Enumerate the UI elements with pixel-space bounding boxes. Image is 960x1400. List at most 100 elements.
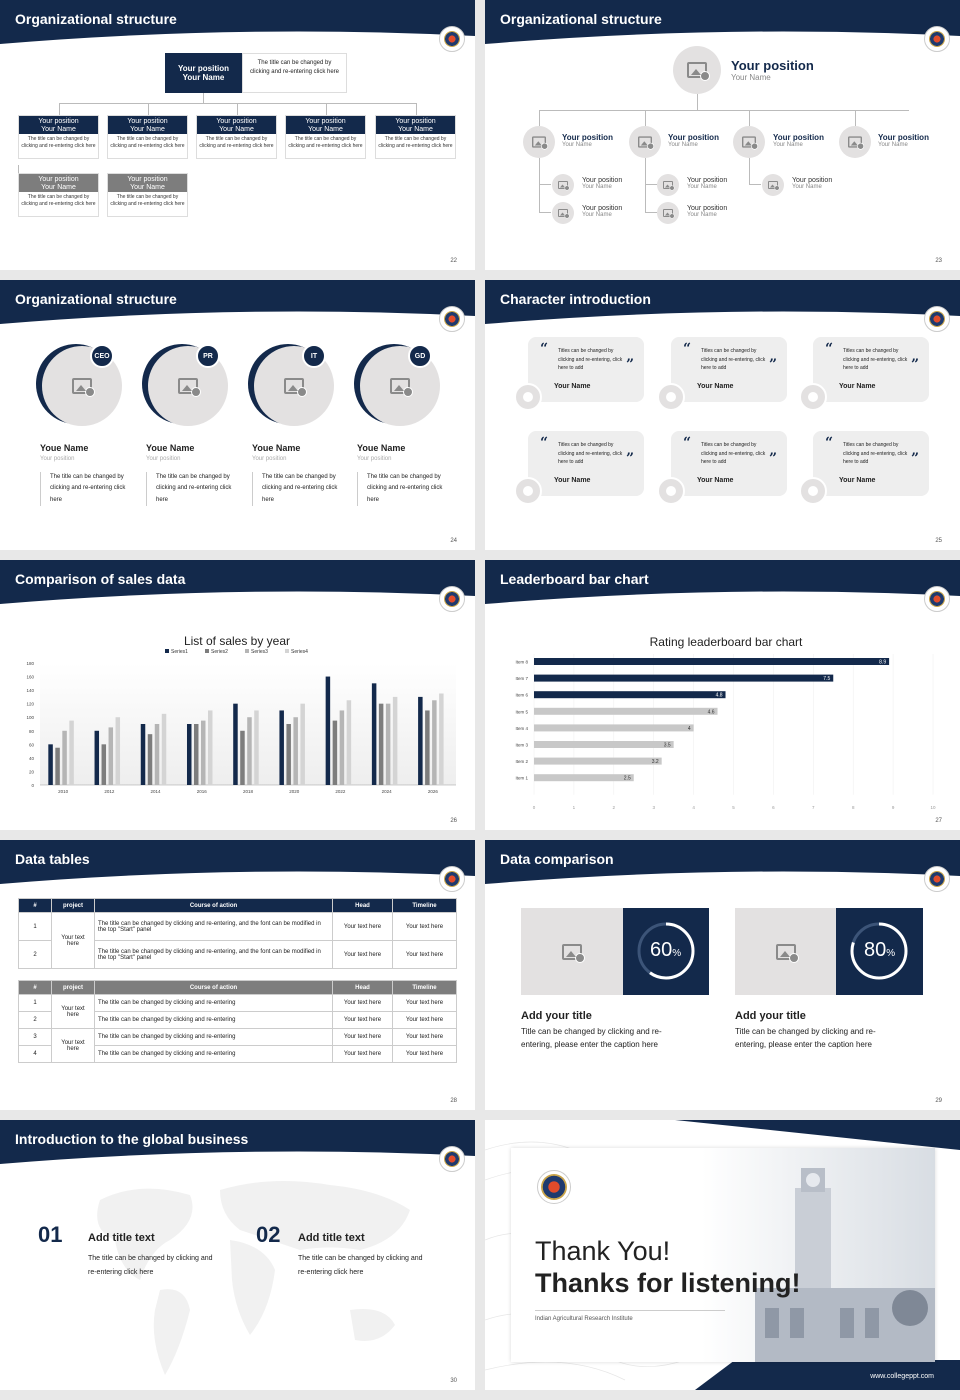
photo-placeholder[interactable] — [552, 174, 574, 196]
y-tick-label: Item 7 — [515, 676, 528, 681]
avatar — [514, 477, 542, 505]
org-box[interactable]: Your position Your Name The title can be c… — [285, 115, 366, 159]
slide-title: Organizational structure — [15, 11, 177, 27]
top-position: Your position Your Name — [731, 58, 814, 82]
bar — [534, 691, 726, 699]
header-band — [485, 840, 960, 884]
quote-close-icon: ” — [769, 451, 778, 467]
bar — [534, 674, 834, 682]
institute-logo — [537, 1170, 571, 1204]
x-tick-label: 1 — [573, 805, 576, 810]
legend-swatch — [165, 649, 169, 653]
legend-swatch — [285, 649, 289, 653]
avatar — [799, 477, 827, 505]
slide-thank-you[interactable]: Thank You! Thanks for listening! Indian … — [485, 1120, 960, 1390]
quote-close-icon: ” — [626, 451, 635, 467]
x-tick-label: 0 — [533, 805, 536, 810]
quote-card[interactable]: “ Titles can be changed by clicking and … — [671, 431, 787, 496]
photo-placeholder[interactable] — [657, 174, 679, 196]
header-band — [485, 280, 960, 324]
slide-leaderboard[interactable]: Leaderboard bar chart Rating leaderboard… — [485, 560, 960, 830]
top-photo-placeholder[interactable] — [673, 46, 721, 94]
person-name: Youe Name — [40, 443, 89, 453]
institute-logo — [924, 26, 950, 52]
org-box[interactable]: Your position Your Name The title can be c… — [107, 173, 188, 217]
image-icon — [562, 943, 585, 963]
org-box[interactable]: Your position Your Name The title can be c… — [107, 115, 188, 159]
bar — [300, 703, 305, 785]
quote-card[interactable]: “ Titles can be changed by clicking and … — [813, 337, 929, 402]
legend-label: Series4 — [291, 649, 308, 655]
slide-sales-comparison[interactable]: Comparison of sales data List of sales b… — [0, 560, 475, 830]
quote-card[interactable]: “ Titles can be changed by clicking and … — [528, 337, 644, 402]
slide-data-comparison[interactable]: Data comparison 60% Add your title Title… — [485, 840, 960, 1110]
image-placeholder[interactable] — [521, 908, 623, 995]
header-band — [485, 0, 960, 44]
bar — [392, 696, 398, 785]
person-name: Your Name — [554, 477, 591, 484]
top-description: The title can be changed by clicking and… — [242, 53, 347, 93]
data-label: 3.2 — [652, 759, 659, 765]
data-label: 4.8 — [716, 693, 723, 699]
person-position: Your position — [40, 456, 75, 462]
quote-card[interactable]: “ Titles can be changed by clicking and … — [671, 337, 787, 402]
bar — [147, 734, 153, 785]
slide-org-structure-1[interactable]: Organizational structure Your position Yo… — [0, 0, 475, 270]
data-label: 2.5 — [624, 776, 631, 782]
quote-card[interactable]: “ Titles can be changed by clicking and … — [528, 431, 644, 496]
photo-placeholder[interactable] — [762, 174, 784, 196]
bar — [62, 730, 67, 785]
quote-open-icon: “ — [683, 435, 692, 451]
photo-placeholder[interactable] — [733, 126, 765, 158]
image-placeholder[interactable] — [735, 908, 837, 995]
quote-card[interactable]: “ Titles can be changed by clicking and … — [813, 431, 929, 496]
slide-org-structure-3[interactable]: Organizational structure CEO Youe Name Y… — [0, 280, 475, 550]
bar — [161, 713, 167, 785]
legend-label: Series2 — [211, 649, 228, 655]
website-url[interactable]: www.collegeppt.com — [870, 1373, 934, 1380]
top-position-box[interactable]: Your position Your Name — [165, 53, 242, 93]
leaderboard-bar-chart: Rating leaderboard bar chart 0 1 2 3 4 5 6 7 8 9 10… — [515, 635, 936, 810]
person-desc: The title can be changed by clicking and… — [146, 472, 236, 507]
bar — [200, 720, 206, 785]
quote-text: Titles can be changed by clicking and re… — [558, 348, 623, 371]
role-badge: IT — [302, 344, 326, 368]
quote-open-icon: “ — [683, 341, 692, 357]
page-number: 22 — [450, 258, 457, 264]
building-photo — [755, 1168, 935, 1362]
quote-open-icon: “ — [825, 341, 834, 357]
slide-data-tables[interactable]: Data tables # project Course of action Head… — [0, 840, 475, 1110]
photo-placeholder[interactable] — [629, 126, 661, 158]
slide-title: Data tables — [15, 851, 90, 867]
photo-placeholder[interactable] — [523, 126, 555, 158]
data-table-2: # project Course of action Head Timeline 1 Yo… — [18, 980, 457, 1063]
world-map-background — [97, 1181, 410, 1375]
org-box[interactable]: Your position Your Name The title can be c… — [375, 115, 456, 159]
org-box[interactable]: Your position Your Name The title can be c… — [18, 173, 99, 217]
photo-placeholder[interactable] — [839, 126, 871, 158]
y-tick-label: Item 2 — [515, 759, 528, 764]
bar — [425, 710, 430, 785]
org-box[interactable]: Your position Your Name The title can be c… — [196, 115, 277, 159]
photo-placeholder[interactable] — [552, 202, 574, 224]
bar — [534, 707, 718, 715]
item-desc: Title can be changed by clicking and re-… — [521, 1027, 662, 1049]
cover-card: Thank You! Thanks for listening! Indian … — [511, 1148, 935, 1362]
bar — [254, 710, 259, 785]
data-label: 4.6 — [708, 709, 715, 715]
slide-character-intro[interactable]: Character introduction “ Titles can be c… — [485, 280, 960, 550]
institute-logo — [439, 26, 465, 52]
x-tick-label: 10 — [930, 805, 936, 810]
chart-title: Rating leaderboard bar chart — [650, 635, 803, 649]
slide-global-business[interactable]: Introduction to the global business 01 A… — [0, 1120, 475, 1390]
bar — [115, 717, 121, 785]
item-desc: The title can be changed by clicking and… — [88, 1255, 213, 1276]
slide-org-structure-2[interactable]: Organizational structure Your position Yo… — [485, 0, 960, 270]
person-desc: The title can be changed by clicking and… — [252, 472, 342, 507]
photo-placeholder[interactable] — [657, 202, 679, 224]
bar — [385, 703, 391, 785]
org-box[interactable]: Your position Your Name The title can be c… — [18, 115, 99, 159]
item-title: Add title text — [298, 1232, 365, 1244]
x-tick-label: 3 — [652, 805, 655, 810]
